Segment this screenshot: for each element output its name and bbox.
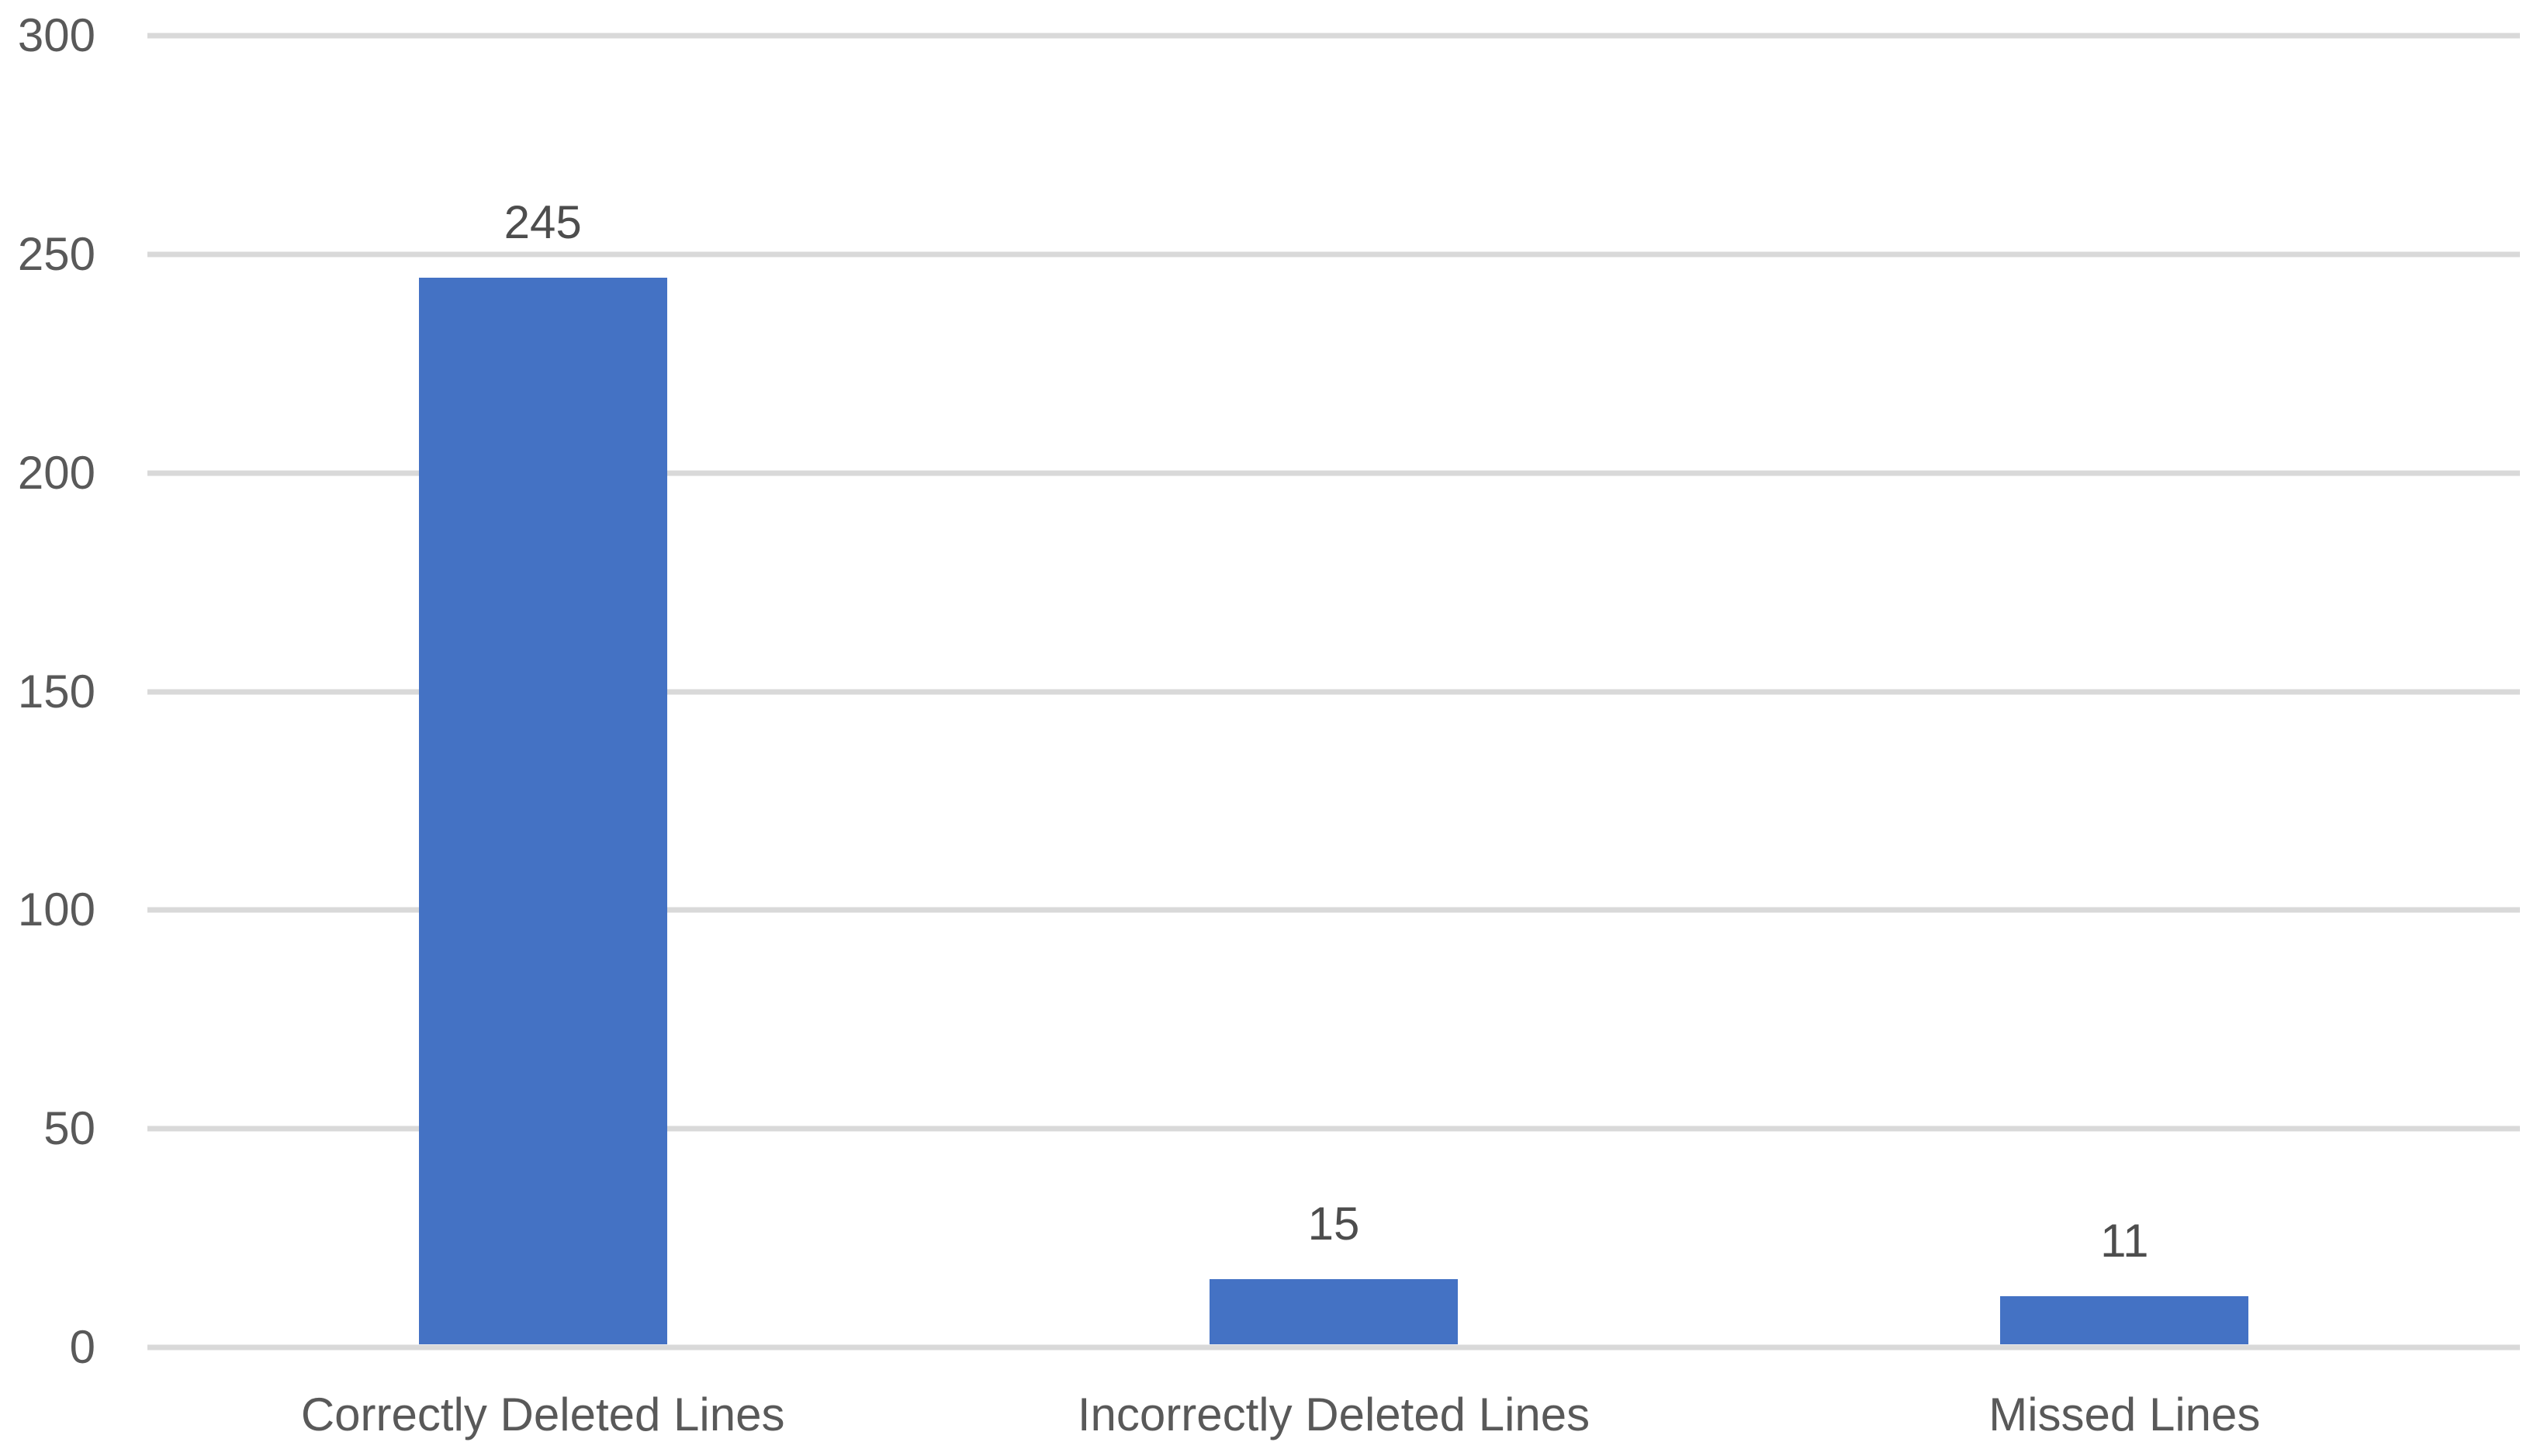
- x-axis: Correctly Deleted Lines Incorrectly Delet…: [147, 1390, 2520, 1444]
- bar-slot: 245: [147, 36, 938, 1347]
- gridline: [147, 33, 2520, 39]
- plot-area: 245 15 11: [147, 33, 2520, 1351]
- bar: [2000, 1296, 2249, 1344]
- y-axis-tick-label: 0: [69, 1321, 95, 1373]
- bar-data-label: 15: [1307, 1198, 1360, 1250]
- bar-slot: 11: [1729, 36, 2520, 1347]
- bar-data-label: 11: [2100, 1215, 2149, 1267]
- y-axis-tick-label: 200: [17, 446, 95, 499]
- bar-data-label: 245: [504, 196, 582, 248]
- y-axis-tick-label: 300: [17, 9, 95, 61]
- bar: [418, 278, 667, 1344]
- gridline: [147, 1126, 2520, 1132]
- bar-slot: 15: [938, 36, 1729, 1347]
- y-axis-tick-label: 50: [43, 1102, 95, 1155]
- y-axis-tick-label: 250: [17, 227, 95, 280]
- category-axis-label: Missed Lines: [1988, 1389, 2261, 1440]
- y-axis: 300 250 200 150 100 50 0: [0, 0, 95, 1456]
- gridline: [147, 907, 2520, 913]
- category-axis-label: Incorrectly Deleted Lines: [1077, 1389, 1590, 1440]
- gridline: [147, 470, 2520, 476]
- gridline: [147, 689, 2520, 694]
- category-axis-label: Correctly Deleted Lines: [300, 1389, 785, 1440]
- y-axis-tick-label: 100: [17, 884, 95, 936]
- x-axis-line: [147, 1344, 2520, 1351]
- y-axis-tick-label: 150: [17, 665, 95, 718]
- gridline: [147, 251, 2520, 258]
- bar: [1209, 1279, 1458, 1344]
